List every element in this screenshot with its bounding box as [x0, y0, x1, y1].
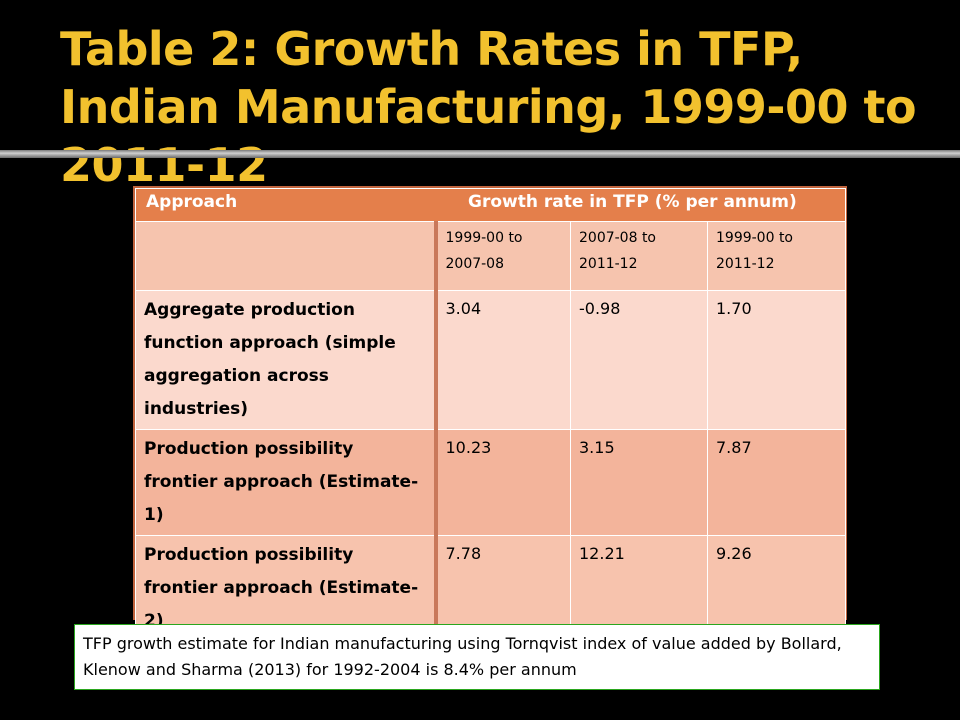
- row-label: Production possibility frontier approach…: [135, 429, 436, 536]
- header-growth-rate: Growth rate in TFP (% per annum): [468, 192, 797, 212]
- slide-title: Table 2: Growth Rates in TFP, Indian Man…: [60, 22, 917, 192]
- table-row: Aggregate production function approach (…: [135, 290, 847, 430]
- row-value: 1.70: [706, 290, 847, 430]
- period-cell: 1999-00 to 2007-08: [433, 221, 571, 291]
- title-bar: Table 2: Growth Rates in TFP, Indian Man…: [0, 0, 960, 192]
- row-value: 10.23: [433, 429, 571, 536]
- row-label: Aggregate production function approach (…: [135, 290, 436, 430]
- header-approach: Approach: [146, 192, 238, 212]
- row-value: -0.98: [570, 290, 708, 430]
- table-row: Production possibility frontier approach…: [135, 429, 847, 536]
- footnote-box: TFP growth estimate for Indian manufactu…: [74, 624, 880, 690]
- period-cell: 2007-08 to 2011-12: [570, 221, 708, 291]
- row-value: 3.04: [433, 290, 571, 430]
- row-value: 3.15: [570, 429, 708, 536]
- row-value: 7.87: [706, 429, 847, 536]
- title-divider: [0, 150, 960, 158]
- period-cell: 1999-00 to 2011-12: [706, 221, 847, 291]
- tfp-table: Approach Growth rate in TFP (% per annum…: [134, 188, 847, 642]
- table-header-row: Approach Growth rate in TFP (% per annum…: [134, 188, 847, 222]
- period-blank-cell: [135, 221, 436, 291]
- period-row: 1999-00 to 2007-08 2007-08 to 2011-12 19…: [135, 221, 847, 291]
